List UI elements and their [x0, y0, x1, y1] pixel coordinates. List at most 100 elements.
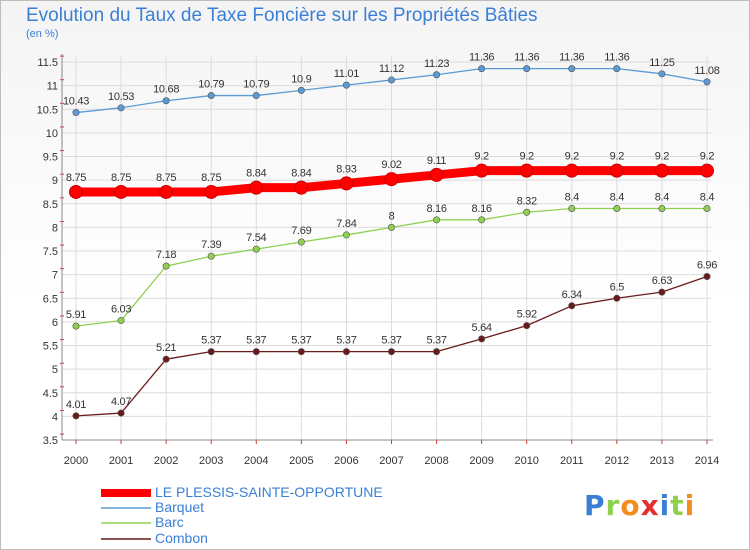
y-tick-label: 8 [52, 222, 58, 234]
data-label: 8.75 [156, 172, 176, 184]
data-point [703, 78, 711, 86]
data-point [72, 412, 80, 420]
data-label: 5.37 [381, 335, 401, 347]
data-label: 9.2 [474, 151, 489, 163]
data-label: 8.75 [201, 172, 221, 184]
data-point [519, 163, 534, 178]
x-tick-label: 2009 [469, 455, 493, 467]
data-label: 9.2 [610, 151, 625, 163]
y-tick-label: 7 [52, 270, 58, 282]
data-point [523, 65, 531, 73]
data-point [114, 184, 129, 199]
y-tick-label: 5.5 [43, 341, 58, 353]
data-label: 8.75 [66, 172, 86, 184]
data-point [699, 163, 714, 178]
data-label: 8.32 [517, 195, 537, 207]
data-point [568, 65, 576, 73]
data-label: 8.16 [426, 203, 446, 215]
data-point [564, 163, 579, 178]
data-point [384, 172, 399, 187]
data-point [339, 176, 354, 191]
x-tick-label: 2005 [289, 455, 313, 467]
data-label: 6.96 [697, 260, 717, 272]
x-tick-label: 2000 [64, 455, 88, 467]
data-label: 11.08 [694, 65, 719, 77]
data-point [297, 348, 305, 356]
data-label: 9.2 [519, 151, 534, 163]
axes [60, 54, 713, 444]
data-point [387, 223, 395, 231]
data-label: 8.84 [291, 168, 311, 180]
data-point [72, 322, 80, 330]
logo-letter: P [584, 489, 606, 522]
x-tick-label: 2013 [650, 455, 674, 467]
y-tick-label: 9 [52, 175, 58, 187]
data-point [613, 204, 621, 212]
data-label: 8.4 [610, 191, 625, 203]
data-point [478, 335, 486, 343]
data-point [433, 71, 441, 79]
data-point [474, 163, 489, 178]
x-tick-label: 2002 [154, 455, 178, 467]
data-point [207, 252, 215, 260]
data-point [387, 76, 395, 84]
data-label: 4.07 [111, 396, 131, 408]
legend-label: LE PLESSIS-SAINTE-OPPORTUNE [155, 484, 383, 500]
data-point [703, 204, 711, 212]
y-tick-label: 10 [46, 128, 58, 140]
data-label: 10.53 [108, 91, 134, 103]
y-tick-label: 10.5 [37, 104, 58, 116]
data-point [613, 65, 621, 73]
data-label: 5.91 [66, 309, 86, 321]
data-label: 5.37 [291, 335, 311, 347]
data-point [658, 204, 666, 212]
y-tick-label: 4 [52, 411, 58, 423]
data-label: 10.79 [198, 79, 224, 91]
data-label: 8.4 [565, 191, 580, 203]
data-point [207, 92, 215, 100]
logo-letter: t [670, 489, 685, 522]
data-point [613, 294, 621, 302]
data-label: 4.01 [66, 399, 86, 411]
data-label: 8.4 [655, 191, 670, 203]
x-tick-label: 2003 [199, 455, 223, 467]
data-label: 6.5 [610, 281, 625, 293]
logo-letter: i [684, 489, 696, 522]
data-point [523, 208, 531, 216]
data-point [342, 81, 350, 89]
data-label: 11.36 [559, 52, 584, 64]
data-point [252, 245, 260, 253]
y-tick-label: 6.5 [43, 293, 58, 305]
data-label: 11.36 [469, 52, 494, 64]
logo-letter: o [620, 489, 641, 522]
legend-label: Combon [155, 530, 208, 546]
data-label: 8.16 [472, 203, 492, 215]
data-point [162, 355, 170, 363]
legend-label: Barc [155, 514, 184, 530]
y-tick-label: 4.5 [43, 388, 58, 400]
data-label: 10.43 [63, 96, 89, 108]
data-label: 9.2 [655, 151, 670, 163]
y-tick-label: 11 [47, 81, 58, 93]
y-tick-label: 8.5 [43, 199, 58, 211]
data-point [297, 238, 305, 246]
data-point [609, 163, 624, 178]
x-tick-label: 2011 [560, 455, 584, 467]
data-label: 8 [389, 210, 395, 222]
data-point [568, 302, 576, 310]
data-labels: 10.43 10.53 10.68 10.79 10.79 10.9 11.01 11.12 1… [63, 52, 720, 411]
grid-lines [62, 56, 711, 441]
data-point [658, 288, 666, 296]
data-point [117, 104, 125, 112]
y-axis-unit-label: (en %) [26, 28, 59, 40]
data-label: 11.36 [604, 52, 629, 64]
data-label: 8.84 [246, 168, 266, 180]
data-point [703, 273, 711, 281]
data-point [433, 216, 441, 224]
data-label: 5.37 [201, 335, 221, 347]
x-tick-label: 2007 [379, 455, 403, 467]
data-label: 10.9 [291, 73, 311, 85]
data-point [478, 216, 486, 224]
x-tick-label: 2012 [605, 455, 629, 467]
data-point [429, 167, 444, 182]
